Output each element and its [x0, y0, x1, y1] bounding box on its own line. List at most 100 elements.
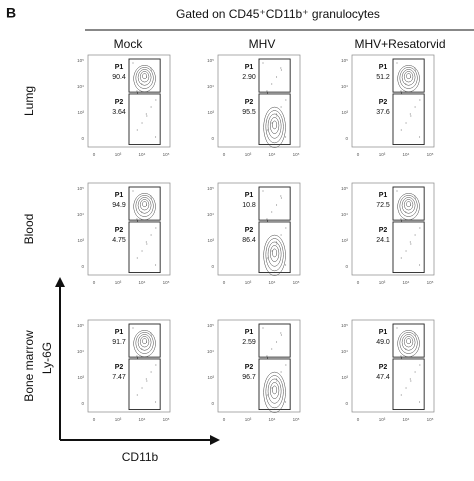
contour — [267, 113, 282, 139]
event-dot — [285, 99, 287, 101]
contour — [133, 330, 156, 358]
contour — [142, 338, 148, 345]
column-label: Mock — [114, 37, 144, 51]
tick: 10⁵ — [207, 323, 214, 328]
tick: 10⁴ — [403, 417, 410, 422]
event-dot — [150, 69, 152, 71]
event-dot — [405, 387, 407, 389]
gate-label: P2 — [115, 227, 124, 234]
event-dot — [400, 355, 402, 357]
gate-label: P2 — [379, 364, 388, 371]
event-dot — [414, 67, 416, 69]
tick: 0 — [81, 136, 84, 141]
tick: 10³ — [207, 110, 214, 115]
gate-value: 3.64 — [112, 109, 126, 116]
x-axis-label: CD11b — [122, 450, 159, 464]
event-dot — [276, 76, 278, 78]
event-dot — [414, 334, 416, 336]
gate-label: P1 — [115, 192, 124, 199]
tick: 0 — [223, 280, 226, 285]
row-label: Bone marrow — [22, 330, 36, 402]
event-dot — [409, 378, 411, 380]
contour — [401, 197, 416, 214]
event-dot — [150, 197, 152, 199]
event-dot — [276, 380, 278, 382]
event-dot — [141, 387, 143, 389]
event-dot — [262, 190, 264, 192]
event-dot — [414, 332, 416, 334]
gate-label: P1 — [115, 329, 124, 336]
gate — [392, 323, 425, 358]
contour — [401, 69, 416, 86]
tick: 10³ — [245, 417, 252, 422]
contour — [137, 334, 152, 351]
gate-label: P1 — [245, 192, 254, 199]
contour — [397, 65, 420, 93]
plot-frame — [351, 319, 435, 413]
event-dot — [267, 357, 269, 359]
event-dot — [400, 218, 402, 220]
tick: 10⁵ — [293, 152, 300, 157]
gate-value: 86.4 — [242, 237, 256, 244]
event-dot — [409, 113, 411, 115]
event-dot — [146, 204, 148, 206]
gate-label: P1 — [115, 64, 124, 71]
contour — [139, 71, 150, 83]
tick: 10⁴ — [77, 84, 84, 89]
event-dot — [276, 204, 278, 206]
tick: 10⁴ — [341, 349, 348, 354]
gate-value: 91.7 — [112, 339, 126, 346]
contour — [142, 201, 148, 208]
plot-frame — [351, 182, 435, 276]
tick: 0 — [223, 152, 226, 157]
tick: 10³ — [77, 238, 84, 243]
event-dot — [150, 234, 152, 236]
tick: 10⁴ — [139, 152, 146, 157]
gate-value: 94.9 — [112, 202, 126, 209]
tick: 10⁵ — [427, 152, 434, 157]
event-dot — [414, 69, 416, 71]
event-dot — [146, 76, 148, 78]
gate-label: P1 — [245, 64, 254, 71]
gate-label: P2 — [379, 99, 388, 106]
tick: 10³ — [379, 280, 386, 285]
tick: 10⁴ — [403, 280, 410, 285]
tick: 0 — [81, 401, 84, 406]
event-dot — [136, 257, 138, 259]
tick: 0 — [345, 401, 348, 406]
gate-value: 95.5 — [242, 109, 256, 116]
event-dot — [136, 394, 138, 396]
tick: 10⁵ — [341, 58, 348, 63]
event-dot — [410, 115, 412, 117]
event-dot — [414, 106, 416, 108]
contour — [267, 378, 282, 404]
event-dot — [271, 387, 273, 389]
contour — [133, 193, 156, 221]
contour — [137, 197, 152, 214]
tick: 10⁴ — [269, 417, 276, 422]
tick: 10³ — [207, 238, 214, 243]
gate — [392, 186, 425, 221]
x-arrow-head — [210, 435, 220, 445]
contour — [272, 385, 278, 395]
event-dot — [405, 250, 407, 252]
event-dot — [414, 234, 416, 236]
event-dot — [401, 357, 403, 359]
event-dot — [276, 243, 278, 245]
tick: 10⁵ — [163, 417, 170, 422]
gate-label: P2 — [115, 364, 124, 371]
tick: 10⁴ — [77, 212, 84, 217]
event-dot — [136, 218, 138, 220]
event-dot — [405, 83, 407, 85]
contour — [263, 371, 286, 413]
event-dot — [285, 136, 287, 138]
contour — [406, 201, 412, 208]
event-dot — [400, 394, 402, 396]
tick: 0 — [223, 417, 226, 422]
event-dot — [275, 241, 277, 243]
event-dot — [266, 218, 268, 220]
gate-label: P2 — [379, 227, 388, 234]
contour — [397, 330, 420, 358]
gate-value: 72.5 — [376, 202, 390, 209]
